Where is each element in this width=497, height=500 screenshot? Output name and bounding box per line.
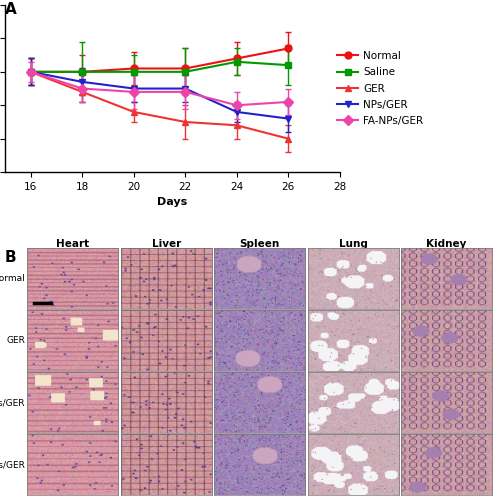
Text: FA-NPs/GER: FA-NPs/GER: [0, 460, 25, 469]
Text: B: B: [5, 250, 16, 265]
Legend: Normal, Saline, GER, NPs/GER, FA-NPs/GER: Normal, Saline, GER, NPs/GER, FA-NPs/GER: [337, 51, 423, 126]
Text: Heart: Heart: [56, 238, 89, 248]
Text: Liver: Liver: [152, 238, 181, 248]
Text: NPs/GER: NPs/GER: [0, 398, 25, 407]
Text: Lung: Lung: [338, 238, 368, 248]
Text: A: A: [5, 2, 17, 18]
X-axis label: Days: Days: [157, 198, 187, 207]
Text: Normal: Normal: [0, 274, 25, 283]
Text: Spleen: Spleen: [240, 238, 280, 248]
Text: Kidney: Kidney: [426, 238, 467, 248]
Text: GER: GER: [6, 336, 25, 345]
